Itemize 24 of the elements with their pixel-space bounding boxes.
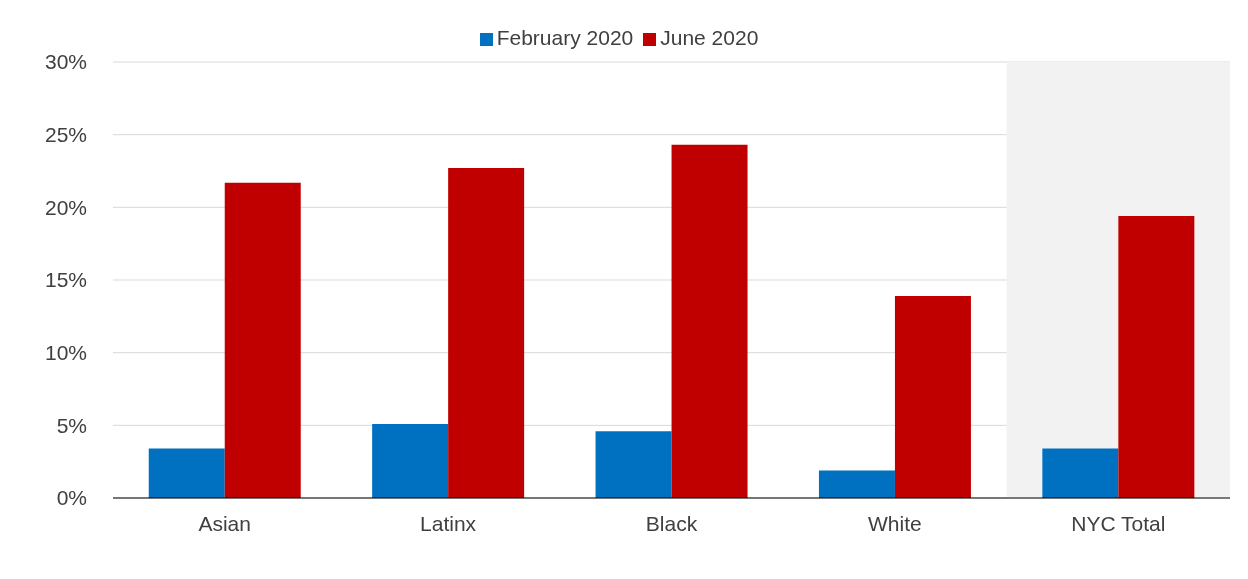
x-tick-label: Asian	[198, 511, 251, 535]
x-tick-label: White	[868, 511, 922, 535]
bar	[372, 423, 449, 498]
bar	[224, 182, 301, 498]
y-tick-label: 10%	[44, 341, 87, 365]
x-tick-label: Black	[645, 511, 698, 535]
x-tick-label: NYC Total	[1071, 511, 1166, 535]
bar	[148, 448, 225, 498]
legend-label: June 2020	[660, 26, 759, 49]
y-tick-label: 5%	[56, 413, 87, 437]
y-tick-label: 20%	[44, 195, 87, 219]
x-tick-label: Latinx	[420, 511, 477, 535]
y-tick-label: 0%	[56, 486, 87, 510]
legend-label: February 2020	[496, 26, 634, 49]
y-tick-label: 25%	[44, 123, 87, 147]
bar	[595, 431, 672, 498]
bar	[448, 168, 525, 498]
bar	[894, 295, 971, 498]
bar	[818, 470, 895, 498]
y-tick-label: 15%	[44, 268, 87, 292]
bar	[1042, 448, 1119, 498]
bar	[1118, 216, 1195, 498]
bar	[671, 144, 748, 498]
y-tick-label: 30%	[44, 50, 87, 74]
